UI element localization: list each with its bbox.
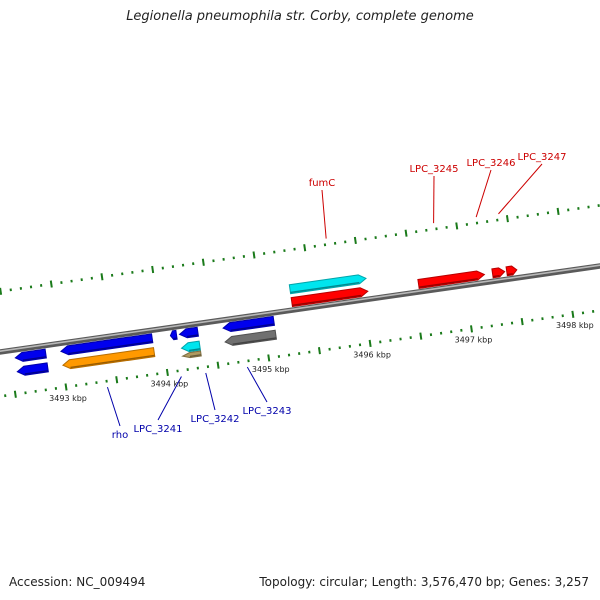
lower-tick <box>520 317 524 326</box>
lower-tick <box>13 390 17 398</box>
lower-tick <box>216 361 220 369</box>
upper-tick <box>303 244 307 252</box>
gene-label-leader <box>498 163 543 215</box>
lower-tick <box>115 376 119 384</box>
gene-label: LPC_3241 <box>133 424 182 435</box>
gene-label-leader <box>246 366 268 403</box>
gene-label-leader <box>205 372 216 411</box>
upper-tick <box>505 215 509 223</box>
upper-tick <box>100 273 104 281</box>
lower-tick <box>165 368 169 377</box>
gene-feature-shade <box>187 334 199 338</box>
genome-summary-text: Topology: circular; Length: 3,576,470 bp… <box>259 575 589 589</box>
gene-feature <box>288 274 367 295</box>
gene-label: LPC_3242 <box>190 414 239 425</box>
gene-feature-shade <box>22 356 47 361</box>
scale-label: 3498 kbp <box>556 321 594 330</box>
scale-label: 3493 kbp <box>49 394 87 403</box>
gene-label: LPC_3243 <box>242 406 291 417</box>
gene-label-leader <box>157 376 182 421</box>
gene-feature-shade <box>232 337 277 345</box>
label-layer: 3493 kbp 3494 kbp 3495 kbp 3496 kbp 3497 kbp… <box>49 152 594 441</box>
gene-label-leader <box>475 169 492 218</box>
gene-label-leader <box>321 189 327 239</box>
lower-tick <box>571 310 575 318</box>
gene-feature-shade <box>70 354 155 369</box>
gene-feature <box>417 270 486 289</box>
gene-feature-shade <box>188 348 201 352</box>
lower-tick <box>64 383 68 391</box>
gene-feature-shade <box>230 323 275 332</box>
upper-tick <box>455 222 459 230</box>
gene-feature-shade <box>290 281 360 294</box>
scale-label: 3496 kbp <box>353 350 391 359</box>
scale-label: 3497 kbp <box>455 336 493 345</box>
gene-layer <box>14 265 518 376</box>
gene-feature-shade <box>492 274 500 278</box>
scale-label: 3494 kbp <box>151 379 189 388</box>
gene-feature-shade <box>507 273 513 276</box>
upper-tick <box>201 258 205 266</box>
upper-tick <box>49 280 53 288</box>
gene-label-leader <box>106 386 121 427</box>
gene-label: rho <box>112 430 128 441</box>
lower-tick <box>368 339 372 348</box>
upper-tick <box>556 207 560 215</box>
gene-label: LPC_3246 <box>466 158 515 169</box>
gene-feature-shade <box>24 369 49 375</box>
upper-tick <box>151 265 155 274</box>
lower-tick <box>317 347 321 355</box>
gene-label: LPC_3247 <box>517 152 566 163</box>
scale-label: 3495 kbp <box>252 365 290 374</box>
tick-layer <box>0 204 600 398</box>
gene-feature-shade <box>189 354 202 358</box>
gene-feature <box>505 265 518 277</box>
upper-tick <box>404 229 408 237</box>
upper-tick <box>353 236 357 245</box>
backbone-highlight <box>0 264 600 353</box>
lower-tick <box>419 332 423 340</box>
accession-text: Accession: NC_009494 <box>9 575 146 589</box>
backbone-layer <box>0 263 600 355</box>
upper-tick <box>252 251 256 259</box>
gene-feature-shade <box>418 278 478 288</box>
gene-feature-shade <box>68 340 153 355</box>
gene-label: LPC_3245 <box>409 164 458 175</box>
gene-feature <box>290 287 369 308</box>
lower-tick <box>470 325 473 333</box>
gene-feature <box>224 329 277 346</box>
gene-feature-shade <box>292 294 362 307</box>
upper-tick <box>0 287 3 295</box>
page-title: Legionella pneumophila str. Corby, compl… <box>126 9 474 24</box>
lower-tick <box>267 354 271 362</box>
gene-label: fumC <box>309 178 336 189</box>
